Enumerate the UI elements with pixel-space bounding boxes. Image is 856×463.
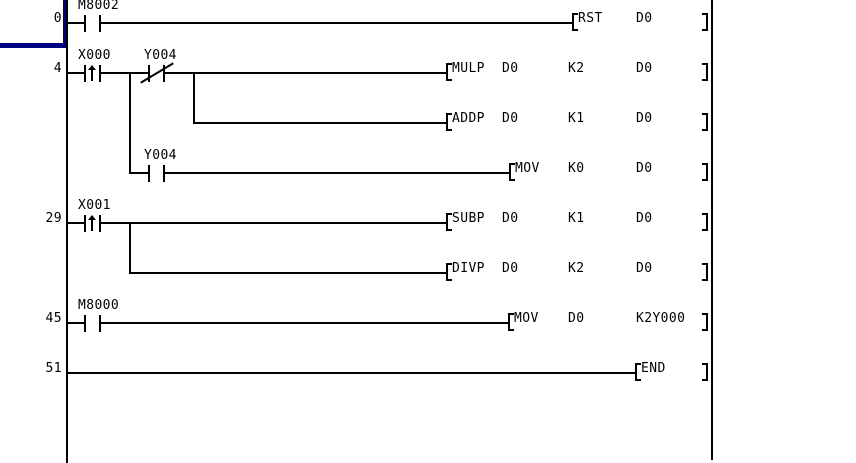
instruction-subp-open-bracket[interactable] [446,213,452,231]
rising-edge-arrow-stem [91,216,93,231]
instruction-addp-open-bracket[interactable] [446,113,452,131]
rung-wire [129,272,448,274]
instruction-addp-close-bracket [702,113,708,131]
instruction-mulp-operand-2[interactable]: K2 [568,61,585,76]
rung-wire [66,72,448,74]
rung-wire [193,122,448,124]
instruction-mov-operand-1[interactable]: D0 [568,311,585,326]
instruction-rst-close-bracket [702,13,708,31]
contact-no-y004[interactable] [148,165,165,182]
branch-wire [129,72,131,174]
instruction-divp-operand-2[interactable]: K2 [568,261,585,276]
instruction-subp-operand-1[interactable]: D0 [502,211,519,226]
instruction-rst-name[interactable]: RST [578,11,603,26]
instruction-divp-operand-1[interactable]: D0 [502,261,519,276]
instruction-addp-operand-1[interactable]: D0 [502,111,519,126]
instruction-mov-operand-1[interactable]: K0 [568,161,585,176]
left-power-rail [66,0,68,463]
instruction-mulp-operand-3[interactable]: D0 [636,61,653,76]
instruction-rst-open-bracket[interactable] [572,13,578,31]
contact-label: Y004 [144,148,177,163]
branch-wire [129,222,131,274]
rung-wire [66,22,574,24]
instruction-addp-name[interactable]: ADDP [452,111,485,126]
instruction-rst-operand-1[interactable]: D0 [636,11,653,26]
instruction-end-open-bracket[interactable] [635,363,641,381]
instruction-mov-operand-2[interactable]: D0 [636,161,653,176]
contact-label: Y004 [144,48,177,63]
contact-label: M8000 [78,298,120,313]
instruction-subp-operand-2[interactable]: K1 [568,211,585,226]
instruction-mov-close-bracket [702,313,708,331]
instruction-mov-open-bracket[interactable] [508,313,514,331]
instruction-subp-close-bracket [702,213,708,231]
contact-no-m8000[interactable] [84,315,101,332]
rung-wire [129,172,511,174]
step-number: 51 [45,361,62,376]
contact-no-m8002[interactable] [84,15,101,32]
rung-wire [66,222,448,224]
instruction-divp-operand-3[interactable]: D0 [636,261,653,276]
instruction-mov-open-bracket[interactable] [509,163,515,181]
contact-label: X001 [78,198,111,213]
instruction-divp-open-bracket[interactable] [446,263,452,281]
selection-cursor-vertical-edge [63,0,68,48]
instruction-mov-operand-2[interactable]: K2Y000 [636,311,686,326]
instruction-mov-name[interactable]: MOV [515,161,540,176]
rung-wire [66,322,510,324]
instruction-mulp-name[interactable]: MULP [452,61,485,76]
instruction-divp-close-bracket [702,263,708,281]
instruction-end-name[interactable]: END [641,361,666,376]
instruction-subp-operand-3[interactable]: D0 [636,211,653,226]
rising-edge-arrow-head [88,65,96,70]
rising-edge-arrow-head [88,215,96,220]
branch-wire [193,72,195,124]
step-number: 29 [45,211,62,226]
instruction-mulp-close-bracket [702,63,708,81]
right-power-rail [711,0,713,460]
contact-label: X000 [78,48,111,63]
selection-cursor-horizontal-edge [0,43,68,48]
instruction-end-close-bracket [702,363,708,381]
step-number: 0 [53,11,62,26]
instruction-addp-operand-2[interactable]: K1 [568,111,585,126]
step-number: 4 [53,61,62,76]
contact-label: M8002 [78,0,120,13]
instruction-mulp-open-bracket[interactable] [446,63,452,81]
instruction-mov-close-bracket [702,163,708,181]
instruction-addp-operand-3[interactable]: D0 [636,111,653,126]
rising-edge-arrow-stem [91,66,93,81]
rung-wire [66,372,637,374]
step-number: 45 [45,311,62,326]
instruction-mulp-operand-1[interactable]: D0 [502,61,519,76]
instruction-mov-name[interactable]: MOV [514,311,539,326]
instruction-divp-name[interactable]: DIVP [452,261,485,276]
instruction-subp-name[interactable]: SUBP [452,211,485,226]
